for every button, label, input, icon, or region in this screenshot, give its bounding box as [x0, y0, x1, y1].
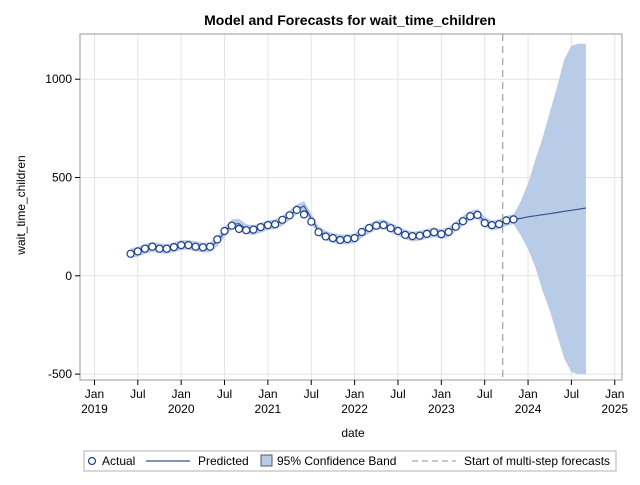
actual-data-point — [249, 225, 258, 234]
legend-band-swatch-icon — [260, 454, 273, 467]
actual-data-point — [466, 212, 475, 221]
x-tick-label: Jul — [217, 387, 232, 401]
y-tick-label: 500 — [52, 171, 72, 185]
x-tick-year-label: 2021 — [255, 402, 282, 416]
legend-actual-marker-icon — [87, 456, 97, 466]
actual-data-point — [444, 227, 453, 237]
actual-data-point — [393, 226, 403, 236]
x-tick-label: Jan — [432, 387, 451, 401]
legend-actual-label: Actual — [102, 454, 135, 468]
actual-data-point — [487, 221, 496, 230]
actual-data-point — [379, 221, 388, 230]
actual-data-point — [213, 235, 222, 244]
x-tick-label: Jul — [304, 387, 319, 401]
actual-marker-layer — [126, 205, 518, 258]
x-tick-label: Jan — [518, 387, 537, 401]
y-tick-label: -500 — [48, 367, 72, 381]
x-tick-year-label: 2019 — [81, 402, 108, 416]
chart-title: Model and Forecasts for wait_time_childr… — [204, 12, 496, 28]
x-tick-label: Jul — [477, 387, 492, 401]
x-axis-label: date — [341, 426, 365, 440]
actual-data-point — [126, 249, 135, 258]
actual-data-point — [184, 241, 193, 250]
actual-data-point — [350, 234, 359, 243]
actual-data-point — [437, 230, 446, 239]
y-tick-label: 0 — [65, 269, 72, 283]
actual-data-point — [220, 226, 229, 236]
actual-data-point — [263, 221, 272, 230]
actual-data-point — [422, 229, 431, 238]
x-tick-label: Jan — [345, 387, 364, 401]
legend-forecast-start-label: Start of multi-step forecasts — [464, 454, 610, 468]
actual-data-point — [343, 234, 352, 244]
x-tick-label: Jan — [258, 387, 277, 401]
actual-data-point — [206, 242, 215, 251]
y-tick-label: 1000 — [45, 72, 72, 86]
actual-data-point — [292, 205, 301, 214]
actual-data-point — [198, 243, 207, 252]
actual-data-point — [365, 223, 374, 233]
legend: Actual Predicted 95% Confidence Band Sta… — [83, 450, 617, 472]
actual-data-point — [140, 244, 150, 253]
actual-data-point — [502, 216, 511, 225]
actual-data-point — [307, 217, 316, 226]
actual-data-point — [169, 243, 178, 252]
x-tick-label: Jul — [390, 387, 405, 401]
actual-data-point — [162, 244, 171, 253]
actual-data-point — [401, 230, 410, 239]
actual-data-point — [430, 228, 439, 237]
actual-data-point — [386, 224, 395, 233]
actual-data-point — [191, 242, 200, 251]
x-tick-label: Jul — [564, 387, 579, 401]
x-tick-year-label: 2025 — [601, 402, 628, 416]
actual-data-point — [480, 219, 489, 228]
legend-band-label: 95% Confidence Band — [277, 454, 396, 468]
actual-data-point — [321, 232, 330, 241]
x-tick-year-label: 2023 — [428, 402, 455, 416]
actual-data-point — [227, 221, 236, 230]
x-tick-year-label: 2020 — [168, 402, 195, 416]
actual-data-point — [256, 223, 265, 232]
actual-data-point — [415, 231, 424, 240]
actual-data-point — [285, 211, 294, 220]
actual-data-point — [458, 217, 468, 226]
actual-data-point — [242, 226, 251, 235]
legend-predicted-label: Predicted — [198, 454, 249, 468]
actual-data-point — [155, 244, 164, 253]
actual-data-point — [271, 220, 280, 229]
actual-data-point — [495, 220, 504, 229]
y-axis-label: wait_time_children — [14, 155, 28, 255]
actual-data-point — [509, 215, 518, 224]
x-tick-year-label: 2022 — [341, 402, 368, 416]
actual-data-point — [357, 227, 366, 237]
actual-data-point — [299, 210, 309, 219]
x-tick-label: Jan — [605, 387, 624, 401]
actual-data-point — [473, 210, 482, 219]
actual-data-point — [372, 221, 381, 230]
legend-frame — [83, 450, 617, 472]
actual-data-point — [336, 235, 345, 245]
actual-data-point — [408, 232, 417, 241]
x-tick-year-label: 2024 — [515, 402, 542, 416]
x-tick-label: Jan — [85, 387, 104, 401]
actual-data-point — [148, 242, 157, 251]
actual-data-point — [314, 228, 323, 237]
actual-data-point — [177, 241, 186, 250]
actual-data-point — [328, 234, 337, 243]
plot-frame — [79, 33, 623, 381]
x-tick-label: Jan — [171, 387, 190, 401]
actual-data-point — [451, 222, 460, 231]
actual-data-point — [234, 224, 244, 234]
x-tick-label: Jul — [130, 387, 145, 401]
actual-data-point — [278, 215, 287, 224]
actual-data-point — [133, 247, 142, 256]
